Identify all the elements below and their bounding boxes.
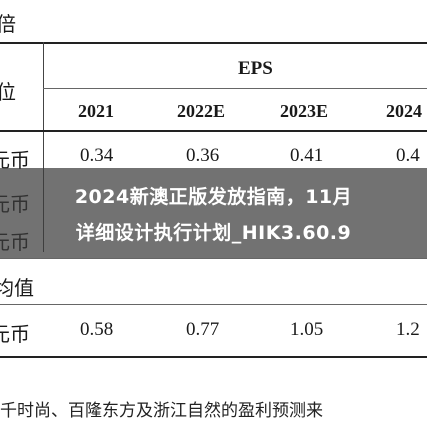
year-header-2023e: 2023E xyxy=(280,101,329,121)
overlay-banner xyxy=(0,168,427,258)
eps-group-header: EPS xyxy=(238,58,273,79)
table-cell: 0.34 xyxy=(80,145,114,166)
header-bottom-rule xyxy=(0,130,427,132)
overlay-title-line1: 2024新澳正版发放指南，11月 xyxy=(74,186,353,208)
table-cell: 0.41 xyxy=(290,145,324,166)
column-divider xyxy=(43,42,44,252)
table-cell: 1.05 xyxy=(290,319,324,340)
table-cell: 0.4 xyxy=(396,145,420,166)
year-header-2022e: 2022E xyxy=(177,101,226,121)
source-caption: 千时尚、百隆东方及浙江自然的盈利预测来 xyxy=(0,401,323,421)
section-rule xyxy=(0,258,427,259)
table-cell: 0.36 xyxy=(186,145,220,166)
year-header-2021: 2021 xyxy=(78,101,114,121)
table-cell: 1.2 xyxy=(396,319,420,340)
overlay-title-line2: 详细设计执行计划_HIK3.60.9 xyxy=(75,222,352,244)
table-cell: 0.58 xyxy=(80,319,114,340)
section-label: 均值 xyxy=(0,276,34,300)
group-underline xyxy=(43,88,427,89)
header-fragment: 倍 xyxy=(0,12,16,36)
year-header-2024: 2024 xyxy=(386,101,422,121)
table-bottom-rule xyxy=(0,356,427,358)
table-top-rule xyxy=(0,42,427,44)
table-cell: 0.77 xyxy=(186,319,220,340)
row-label: 元币 xyxy=(0,322,30,346)
section-sub-rule xyxy=(0,304,427,305)
unit-label: 位 xyxy=(0,80,16,104)
